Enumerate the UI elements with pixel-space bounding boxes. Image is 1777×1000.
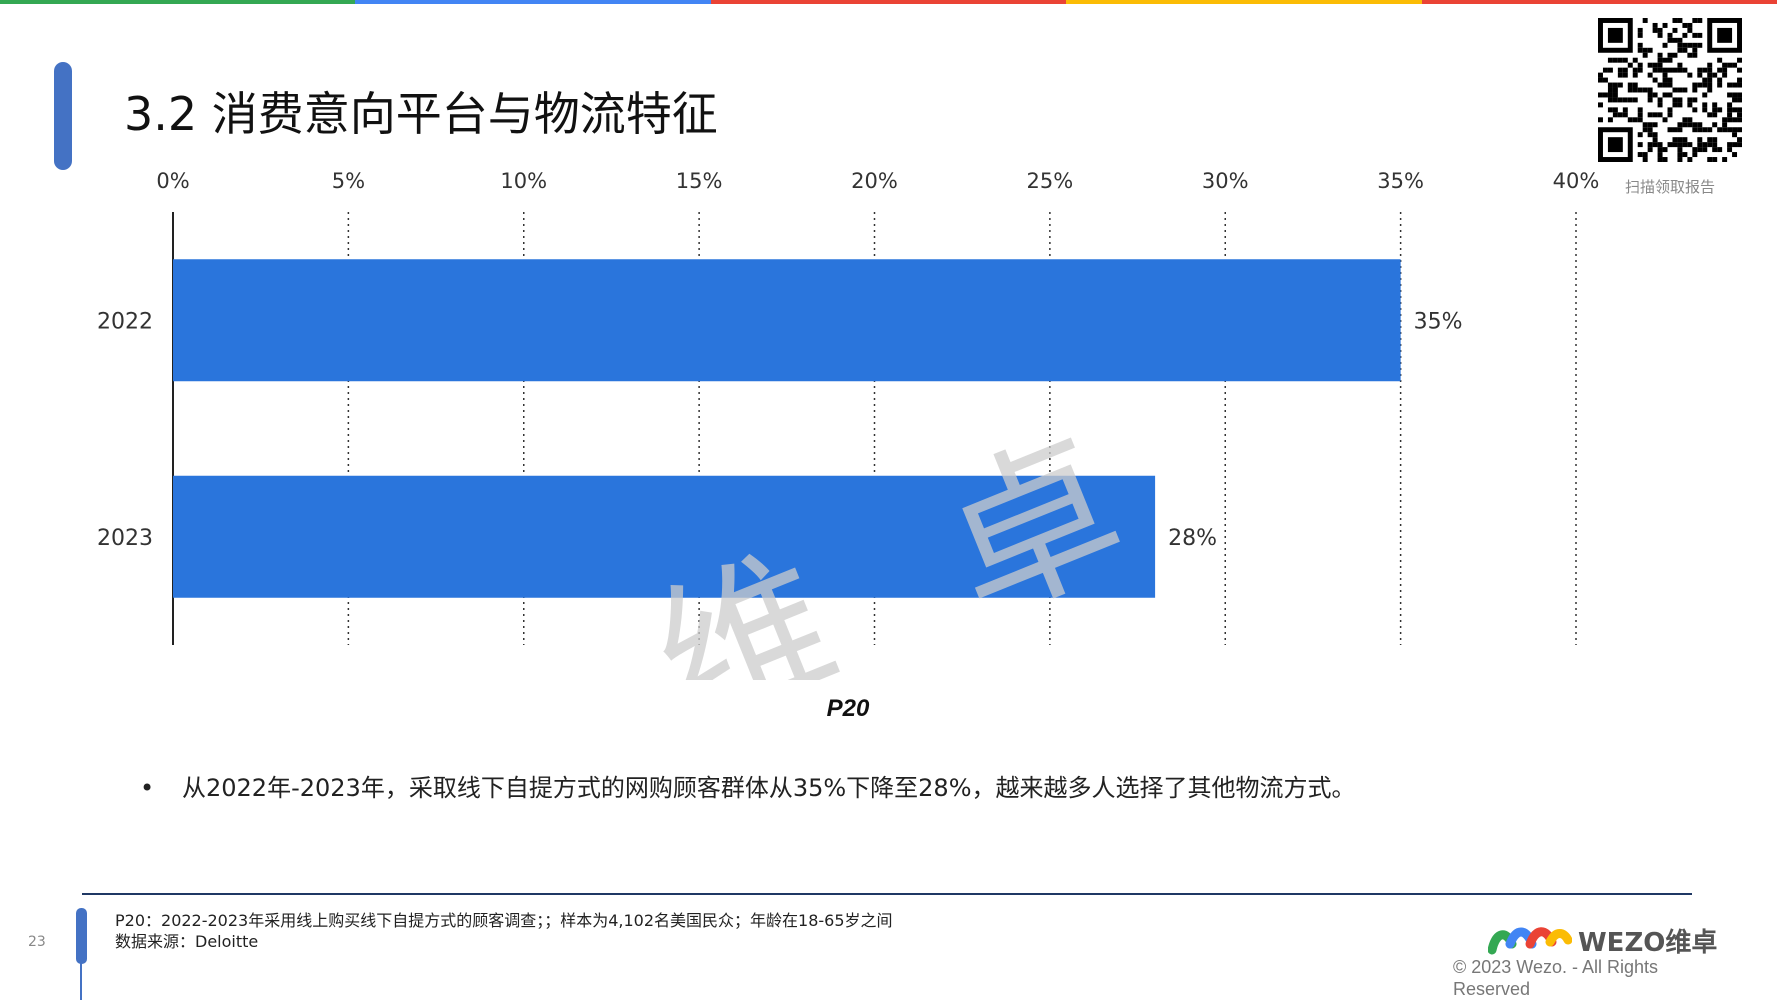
top-bar-segment (1066, 0, 1422, 4)
bar (173, 259, 1401, 382)
x-tick-label: 30% (1202, 169, 1249, 193)
data-label: 35% (1414, 309, 1463, 334)
footer-note-line: P20：2022-2023年采用线上购买线下自提方式的顾客调查；；样本为4,10… (115, 911, 893, 930)
footer-note: P20：2022-2023年采用线上购买线下自提方式的顾客调查；；样本为4,10… (115, 910, 893, 952)
title-accent-bar (54, 62, 72, 170)
x-tick-label: 40% (1553, 169, 1600, 193)
qr-code-icon[interactable] (1598, 18, 1742, 162)
y-category-label: 2022 (97, 309, 153, 334)
page-title: 3.2 消费意向平台与物流特征 (124, 87, 718, 141)
x-tick-label: 0% (156, 169, 189, 193)
top-color-bar (0, 0, 1777, 4)
logo-text: WEZO维卓 (1578, 927, 1718, 958)
top-bar-segment (1421, 0, 1777, 4)
bar-chart: 0% 5% 10% 15% 20% 25% 30% 35% 40% 2022 35% 2023 28% (97, 169, 1600, 645)
footer-source-line: 数据来源：Deloitte (115, 932, 259, 951)
data-label: 28% (1168, 526, 1217, 551)
top-bar-segment (710, 0, 1067, 4)
bullet-dot: • (140, 774, 155, 802)
wezo-logo: WEZO维卓 (1488, 918, 1718, 962)
bar (173, 475, 1156, 598)
x-tick-label: 20% (851, 169, 898, 193)
x-tick-label: 5% (332, 169, 365, 193)
x-tick-label: 15% (676, 169, 723, 193)
footer-accent-bar (76, 908, 87, 964)
top-bar-segment (355, 0, 711, 4)
wezo-logo-icon (1488, 927, 1572, 955)
y-category-label: 2023 (97, 526, 153, 551)
x-tick-label: 25% (1027, 169, 1074, 193)
x-tick-label: 35% (1377, 169, 1424, 193)
top-bar-segment (0, 0, 356, 4)
footer-vertical-line (80, 960, 82, 1000)
chart-subtitle: P20 (826, 695, 870, 722)
footer-divider (82, 893, 1692, 895)
page-number: 23 (28, 934, 46, 950)
copyright: © 2023 Wezo. - All Rights Reserved (1453, 957, 1659, 999)
summary-text: 从2022年-2023年，采取线下自提方式的网购顾客群体从35%下降至28%，越… (182, 774, 1356, 802)
qr-caption: 扫描领取报告 (1624, 178, 1715, 196)
summary-bullet: • 从2022年-2023年，采取线下自提方式的网购顾客群体从35%下降至28%，… (140, 768, 1356, 803)
x-tick-label: 10% (500, 169, 547, 193)
